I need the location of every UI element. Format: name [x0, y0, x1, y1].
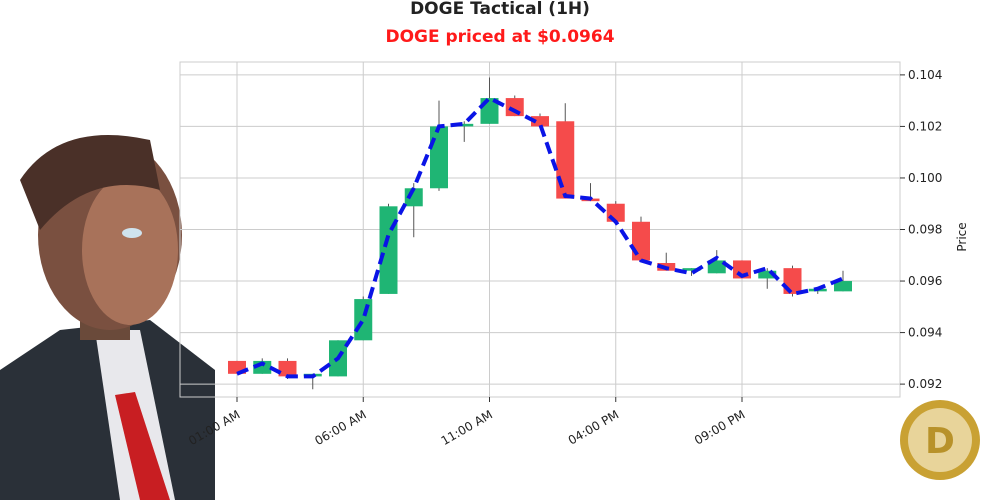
candle-body: [682, 268, 701, 271]
x-tick-label: 09:00 PM: [692, 407, 747, 447]
candle-body: [278, 360, 297, 377]
candle-body: [632, 221, 650, 261]
line-series: [236, 95, 844, 379]
y-tick-label: 0.092: [908, 377, 942, 391]
candle-body: [531, 116, 549, 127]
robot-illustration: [0, 135, 215, 500]
candle-body: [455, 123, 474, 127]
candle-body: [430, 126, 448, 189]
doge-coin: D: [900, 400, 980, 480]
x-tick-label: 04:00 PM: [566, 407, 621, 447]
x-tick-label: 06:00 AM: [312, 407, 368, 448]
y-tick-label: 0.100: [908, 171, 942, 185]
svg-text:D: D: [925, 421, 955, 462]
y-tick-label: 0.096: [908, 274, 942, 288]
candle-body: [505, 98, 524, 117]
y-tick-label: 0.098: [908, 223, 942, 237]
y-tick-label: 0.102: [908, 119, 942, 133]
x-tick-label: 11:00 AM: [439, 407, 495, 448]
y-tick-label: 0.104: [908, 68, 942, 82]
candle-body: [707, 260, 726, 274]
chart-subtitle: DOGE priced at $0.0964: [385, 27, 614, 47]
y-axis-label: Price: [955, 222, 969, 251]
candle-body: [834, 281, 852, 292]
chart-title: DOGE Tactical (1H): [410, 0, 590, 19]
y-tick-label: 0.094: [908, 326, 942, 340]
candle-body: [556, 121, 575, 199]
candle-body: [758, 270, 777, 279]
